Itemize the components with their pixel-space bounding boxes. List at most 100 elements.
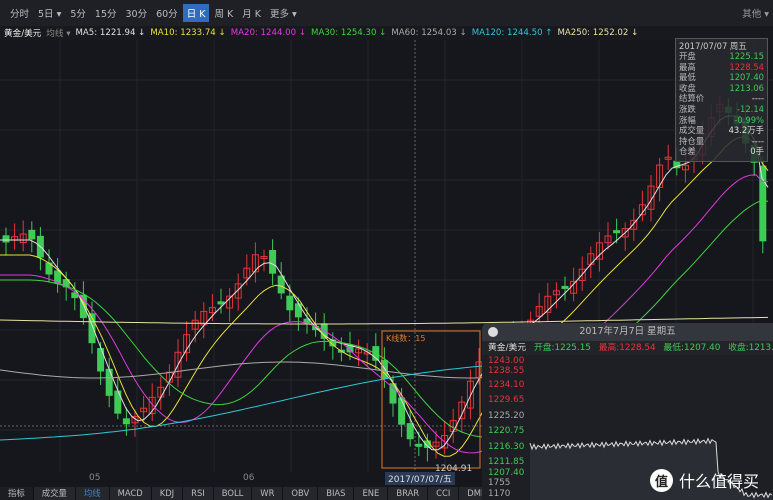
- popup-axis-label: 1225.20: [488, 411, 525, 421]
- popup-close: 收盘:1213.06: [728, 343, 773, 353]
- intraday-line: [529, 437, 773, 499]
- candle-body: [398, 397, 406, 425]
- candle-body: [277, 275, 285, 294]
- period-tab[interactable]: 5分: [70, 9, 86, 20]
- other-dropdown[interactable]: 其他 ▾: [742, 9, 769, 20]
- popup-axis-label: 1207.40: [488, 468, 525, 478]
- popup-info: 黄金/美元 开盘:1225.15 最高:1228.54 最低:1207.40 收…: [482, 341, 773, 355]
- candle-body: [174, 351, 182, 378]
- indicator-tab[interactable]: BRAR: [388, 487, 429, 500]
- tooltip-row: 涨跌 -12.14: [679, 104, 764, 115]
- popup-low: 最低:1207.40: [663, 343, 721, 353]
- indicator-tab[interactable]: CCI: [428, 487, 460, 500]
- period-tab[interactable]: 分时: [10, 9, 30, 20]
- period-tab[interactable]: 日 K: [182, 4, 210, 22]
- indicator-tab[interactable]: WR: [252, 487, 284, 500]
- candle-body: [664, 156, 672, 160]
- period-tab[interactable]: 周 K: [214, 9, 234, 20]
- candle-body: [613, 230, 621, 234]
- tooltip-value: 1207.40: [729, 72, 764, 83]
- tooltip-value: 1213.06: [729, 82, 764, 93]
- period-toolbar: 分时 5日 ▾ 5分 15分 30分 60分日 K 周 K 月 K 更多 ▾ 其他 ▾: [0, 0, 773, 26]
- candle-body: [406, 423, 414, 440]
- candle-body: [294, 303, 302, 318]
- candle-body: [638, 204, 646, 216]
- indicator-tab[interactable]: BIAS: [318, 487, 355, 500]
- candle-body: [79, 294, 87, 319]
- candle-body: [2, 235, 10, 243]
- candle-body: [19, 233, 27, 244]
- candle-body: [441, 434, 449, 449]
- watermark-text: 什么值得买: [679, 472, 760, 491]
- tooltip-row: 最高 1228.54: [679, 62, 764, 73]
- candle-body: [552, 290, 560, 296]
- indicator-tab[interactable]: OBV: [283, 487, 319, 500]
- candle-body: [122, 418, 130, 425]
- tooltip-value: 1225.15: [729, 51, 764, 61]
- indicator-tab[interactable]: MACD: [109, 487, 152, 500]
- indicator-tab[interactable]: 均线: [75, 487, 110, 500]
- candle-body: [269, 249, 277, 274]
- tooltip-key: 持仓量: [679, 135, 705, 146]
- tooltip-value: -12.14: [737, 103, 764, 114]
- ma-legend-item: MA20: 1244.00 ↓: [230, 28, 307, 38]
- candle-body: [260, 255, 268, 259]
- period-tab[interactable]: 30分: [125, 9, 148, 20]
- indicator-tab[interactable]: 成交量: [33, 487, 76, 500]
- close-dot-icon[interactable]: [488, 327, 498, 337]
- tooltip-row: 成交量 43.2万手: [679, 125, 764, 136]
- indicator-tab[interactable]: KDJ: [151, 487, 184, 500]
- low-price-label: 1204.91: [435, 464, 472, 472]
- ma-line: [0, 115, 769, 451]
- ma-line: [0, 316, 769, 325]
- popup-axis-label: 1238.55: [488, 366, 525, 376]
- period-tab[interactable]: 更多 ▾: [269, 9, 297, 20]
- popup-high: 最高:1228.54: [598, 343, 656, 353]
- tooltip-value: 0手: [750, 146, 764, 157]
- indicator-tab[interactable]: RSI: [183, 487, 214, 500]
- candle-body: [595, 242, 603, 260]
- tooltip-row: 收盘 1213.06: [679, 83, 764, 94]
- candle-body: [544, 295, 552, 313]
- period-tab[interactable]: 60分: [156, 9, 178, 20]
- ohlc-tooltip: 2017/07/07 周五 开盘 1225.15 最高 1228.54 最低 1207.4…: [675, 38, 768, 162]
- candle-body: [183, 334, 191, 354]
- candle-body: [140, 407, 148, 413]
- popup-axis-label: 1243.00: [488, 356, 525, 366]
- crosshair-date-label: 2017/07/07/五: [385, 472, 455, 485]
- ma-line: [0, 136, 769, 457]
- tooltip-row: 仓差 0手: [679, 146, 764, 157]
- ma-legend-item: MA250: 1252.02 ↓: [557, 28, 639, 38]
- candle-body: [466, 380, 474, 409]
- candle-body: [630, 219, 638, 230]
- selection-count-label: K线数：15: [386, 333, 425, 343]
- candle-body: [71, 292, 79, 299]
- tooltip-date: 2017/07/07 周五: [679, 41, 747, 51]
- tooltip-value: ----: [751, 93, 764, 104]
- period-tab[interactable]: 月 K: [242, 9, 261, 20]
- watermark: 值什么值得买: [650, 468, 759, 492]
- candle-body: [656, 164, 664, 188]
- watermark-logo-icon: 值: [650, 468, 673, 492]
- indicator-tab[interactable]: BOLL: [213, 487, 253, 500]
- x-label-05: 05: [89, 473, 101, 483]
- tooltip-row: 持仓量 ----: [679, 136, 764, 147]
- tooltip-row: 涨幅 -0.99%: [679, 115, 764, 126]
- candle-body: [561, 285, 569, 289]
- period-tab[interactable]: 15分: [94, 9, 117, 20]
- candle-body: [458, 401, 466, 420]
- tooltip-key: 涨跌: [679, 103, 696, 114]
- candle-body: [355, 348, 363, 354]
- popup-title: 2017年7月7日 星期五: [579, 326, 676, 337]
- popup-axis-label: 1755: [488, 478, 511, 488]
- popup-axis-label: 1211.85: [488, 457, 525, 467]
- candle-body: [432, 441, 440, 447]
- popup-axis-label: 1229.65: [488, 395, 525, 405]
- indicator-mode-dropdown[interactable]: 均线 ▾: [46, 29, 71, 39]
- candle-body: [243, 267, 251, 279]
- period-tab[interactable]: 5日 ▾: [38, 9, 62, 20]
- intraday-area: [530, 438, 773, 500]
- tooltip-key: 最低: [679, 72, 696, 83]
- indicator-tab[interactable]: ENE: [354, 487, 389, 500]
- candle-body: [251, 254, 259, 273]
